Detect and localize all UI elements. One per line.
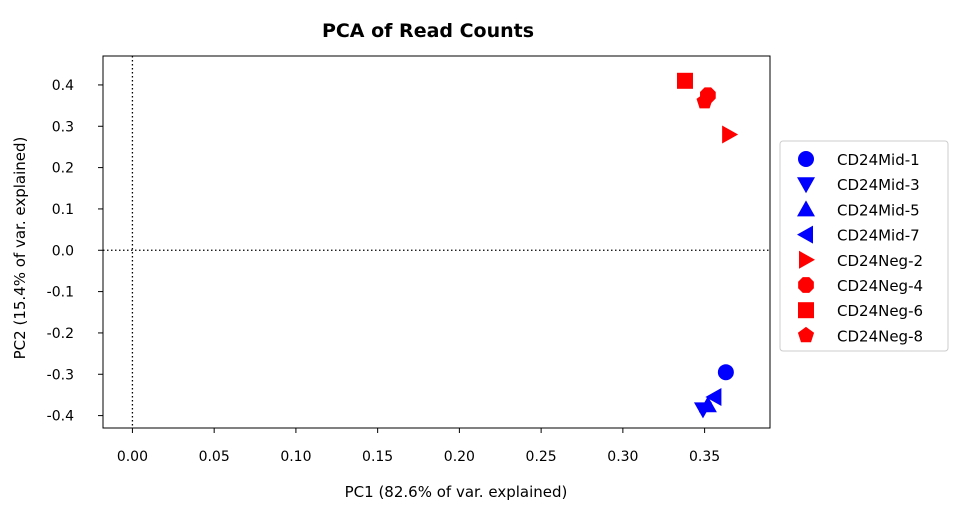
- legend-label: CD24Neg-2: [837, 252, 923, 270]
- y-tick-label: -0.1: [47, 285, 74, 301]
- x-tick-label: 0.10: [280, 449, 311, 465]
- x-tick-label: 0.30: [607, 449, 638, 465]
- data-point-cd24neg-8: [696, 92, 713, 109]
- y-tick-label: -0.4: [47, 409, 74, 425]
- data-point-cd24mid-7: [705, 388, 722, 406]
- y-tick-label: -0.3: [47, 367, 74, 383]
- legend-marker-cd24mid-1: [798, 151, 814, 167]
- legend-label: CD24Mid-1: [837, 151, 920, 169]
- y-tick-label: 0.4: [52, 78, 74, 94]
- legend-marker-cd24neg-2: [799, 250, 815, 269]
- y-axis-label: PC2 (15.4% of var. explained): [11, 137, 29, 360]
- data-point-cd24mid-5: [698, 396, 717, 413]
- x-axis-label: PC1 (82.6% of var. explained): [345, 483, 568, 501]
- y-tick-label: 0.2: [52, 161, 74, 177]
- plot-frame: [102, 55, 771, 429]
- legend-marker-cd24neg-8: [797, 326, 815, 343]
- x-tick-label: 0.35: [689, 449, 720, 465]
- legend-marker-cd24mid-3: [797, 177, 815, 194]
- legend-marker-cd24mid-5: [797, 200, 815, 217]
- data-point-cd24mid-1: [717, 364, 734, 381]
- legend-label: CD24Neg-8: [837, 327, 923, 345]
- legend-label: CD24Neg-6: [837, 302, 923, 320]
- legend: CD24Mid-1 CD24Mid-3 CD24Mid-5 CD24Mid-7 CD24…: [779, 140, 949, 352]
- y-tick-label: 0.0: [52, 243, 74, 259]
- x-tick-label: 0.05: [199, 449, 230, 465]
- legend-label: CD24Mid-7: [837, 227, 920, 245]
- data-point-cd24neg-2: [722, 125, 739, 144]
- x-tick-label: 0.25: [526, 449, 557, 465]
- plot-area: 0.00 0.05 0.10 0.15 0.20 0.25 0.30 0.35 -0.4 -0.3…: [47, 55, 771, 465]
- x-tick-label: 0.15: [362, 449, 393, 465]
- legend-marker-cd24neg-6: [798, 302, 814, 319]
- y-tick-label: 0.1: [52, 202, 74, 218]
- chart-title: PCA of Read Counts: [322, 20, 534, 42]
- legend-marker-cd24neg-4: [798, 277, 814, 293]
- data-point-cd24neg-6: [676, 72, 693, 89]
- y-tick-label: -0.2: [47, 326, 74, 342]
- legend-label: CD24Neg-4: [837, 277, 923, 295]
- legend-label: CD24Mid-5: [837, 201, 920, 219]
- legend-label: CD24Mid-3: [837, 176, 920, 194]
- legend-box: [779, 140, 949, 352]
- y-tick-label: 0.3: [52, 119, 74, 135]
- x-tick-label: 0.20: [444, 449, 475, 465]
- legend-marker-cd24mid-7: [797, 225, 813, 244]
- x-tick-label: 0.00: [117, 449, 148, 465]
